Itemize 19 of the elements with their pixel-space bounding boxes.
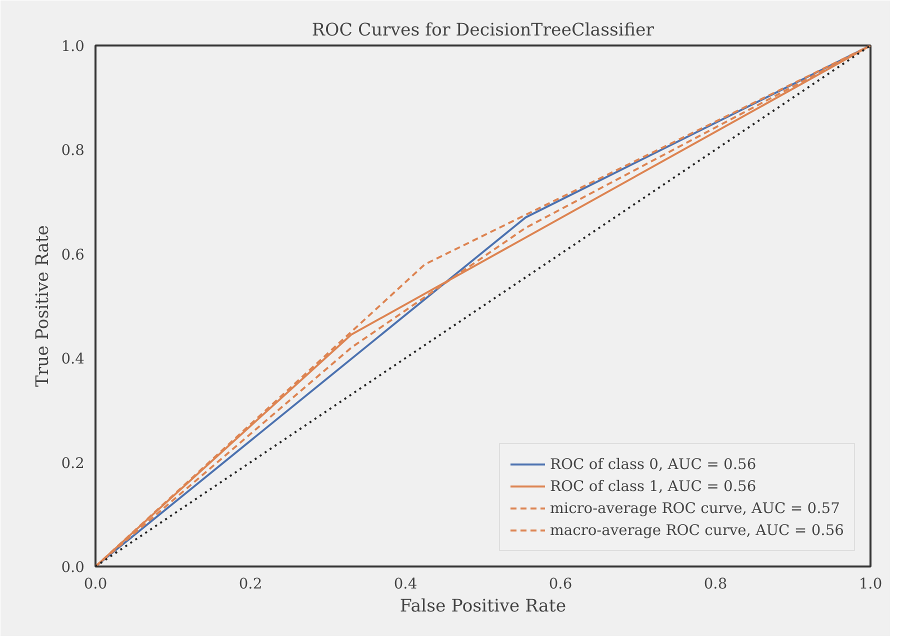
x-tick-label: 0.2 (238, 576, 262, 592)
y-tick-label: 0.0 (61, 559, 85, 576)
y-tick-label: 0.6 (61, 246, 85, 264)
legend-label: ROC of class 0, AUC = 0.56 (550, 456, 756, 472)
x-axis-title: False Positive Rate (400, 596, 566, 616)
y-tick-label: 0.2 (61, 454, 85, 472)
y-tick-label: 0.4 (61, 350, 85, 368)
x-tick-label: 0.4 (394, 576, 418, 592)
x-tick-label: 0.8 (704, 576, 728, 592)
y-tick-label: 0.8 (61, 142, 85, 160)
legend-label: ROC of class 1, AUC = 0.56 (550, 478, 756, 494)
legend-label: macro-average ROC curve, AUC = 0.56 (550, 522, 844, 538)
x-tick-label: 0.6 (548, 576, 572, 592)
x-tick-label: 1.0 (858, 576, 882, 592)
y-tick-label: 1.0 (61, 38, 85, 55)
chart-title: ROC Curves for DecisionTreeClassifier (312, 20, 655, 40)
x-tick-label: 0.0 (84, 576, 108, 592)
y-axis-title: True Positive Rate (33, 225, 54, 387)
legend-label: micro-average ROC curve, AUC = 0.57 (550, 500, 840, 516)
